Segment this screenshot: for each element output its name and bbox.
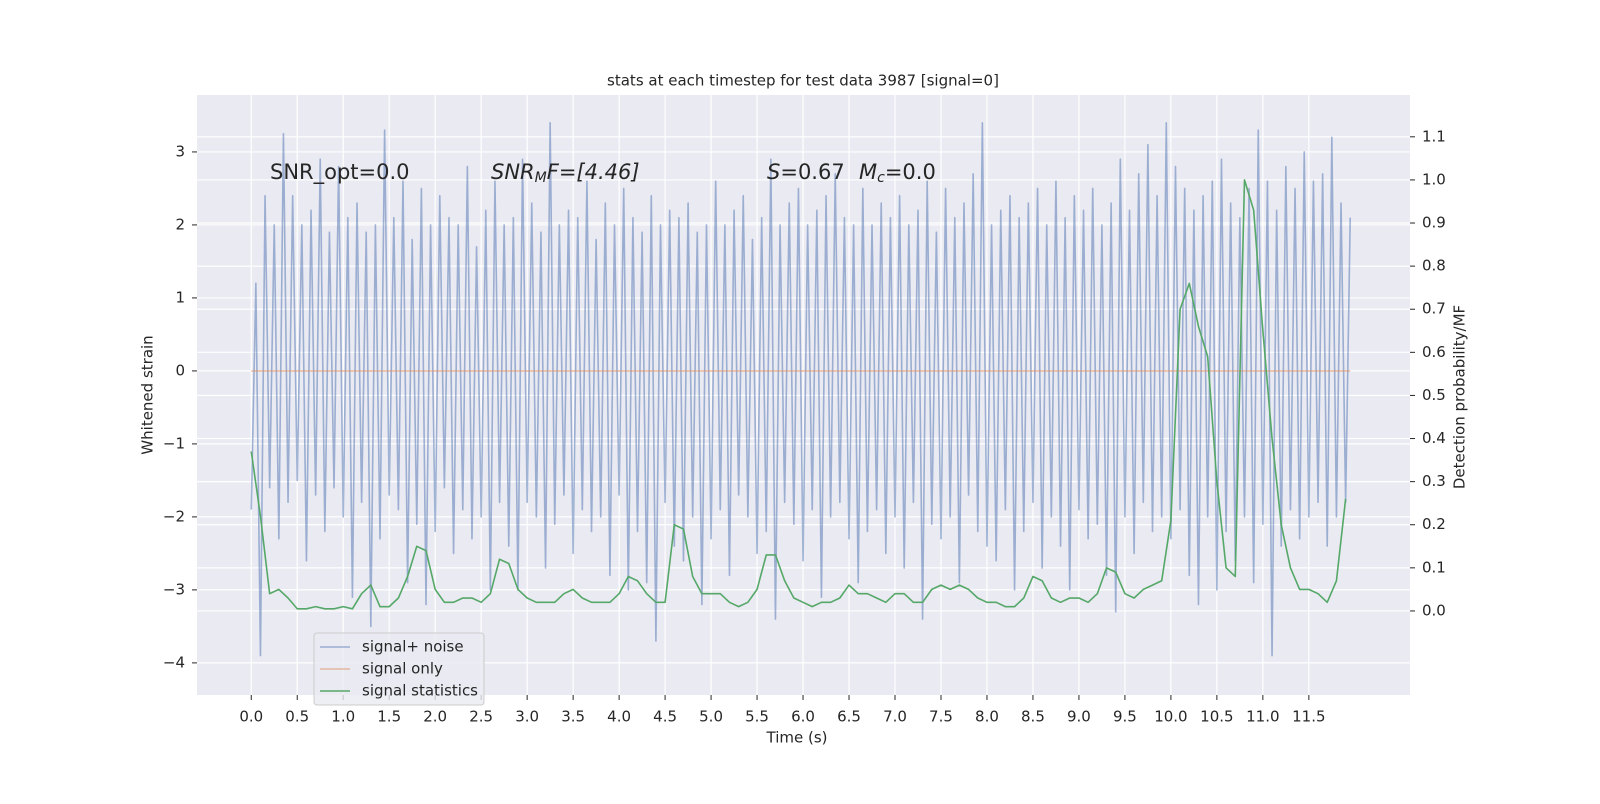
annotation-text: M (859, 160, 877, 184)
annotation: Mc=0.0 (859, 160, 936, 186)
chart-title: stats at each timestep for test data 398… (607, 72, 999, 90)
x-tick-label: 4.0 (607, 708, 631, 726)
x-tick-label: 9.0 (1067, 708, 1091, 726)
annotation-text: SNR_opt=0.0 (270, 160, 410, 185)
x-tick-label: 6.0 (791, 708, 815, 726)
legend: signal+ noise signal only signal statistic… (313, 632, 485, 706)
y2-tick-label: 1.0 (1422, 170, 1446, 188)
x-tick-label: 0.0 (239, 708, 263, 726)
y2-tick-label: 0.4 (1422, 429, 1446, 447)
series-group (250, 121, 1352, 657)
x-tick-label: 2.0 (423, 708, 447, 726)
y2-tick-label: 0.5 (1422, 386, 1446, 404)
annotation: SNRMF=[4.46] (491, 160, 640, 186)
annotation-subscript: c (877, 170, 885, 186)
y-tick-label: −4 (163, 653, 185, 671)
grid (192, 95, 1415, 700)
y2-tick-label: 1.1 (1422, 127, 1446, 145)
x-tick-label: 8.0 (975, 708, 999, 726)
x-tick-label: 7.0 (883, 708, 907, 726)
x-tick-label: 10.5 (1200, 708, 1233, 726)
legend-label: signal+ noise (362, 638, 464, 656)
y2-tick-label: 0.0 (1422, 601, 1446, 619)
x-tick-label: 7.5 (929, 708, 953, 726)
y-tick-label: 1 (175, 288, 185, 306)
x-tick-label: 5.0 (699, 708, 723, 726)
y2-tick-label: 0.6 (1422, 343, 1446, 361)
y2-tick-label: 0.3 (1422, 472, 1446, 490)
y-tick-label: 0 (175, 361, 185, 379)
y-tick-label: 2 (175, 215, 185, 233)
y-tick-label: 3 (175, 142, 185, 160)
x-tick-label: 3.5 (561, 708, 585, 726)
x-tick-label: 6.5 (837, 708, 861, 726)
annotation-text: =0.0 (885, 160, 936, 184)
annotation: SNR_opt=0.0 (270, 160, 410, 185)
legend-frame (313, 632, 485, 706)
y-axis-label: Whitened strain (139, 335, 157, 454)
y2-tick-label: 0.1 (1422, 558, 1446, 576)
annotation-text: =0.67 (780, 160, 844, 184)
legend-label: signal statistics (362, 682, 478, 700)
x-tick-label: 8.5 (1021, 708, 1045, 726)
annotation: S=0.67 (767, 160, 845, 184)
y2-tick-label: 0.2 (1422, 515, 1446, 533)
y2-axis-label: Detection probability/MF (1451, 305, 1469, 489)
annotation-text: S (767, 160, 780, 184)
x-tick-label: 9.5 (1113, 708, 1137, 726)
x-tick-label: 0.5 (285, 708, 309, 726)
annotation-subscript: M (535, 170, 547, 186)
y-tick-label: −1 (163, 434, 185, 452)
x-tick-label: 4.5 (653, 708, 677, 726)
y-tick-label: −3 (163, 580, 185, 598)
annotation-text: F=[4.46] (547, 160, 640, 184)
y-tick-label: −2 (163, 507, 185, 525)
legend-label: signal only (362, 660, 443, 678)
x-tick-label: 2.5 (469, 708, 493, 726)
x-tick-label: 1.0 (331, 708, 355, 726)
x-tick-label: 11.5 (1292, 708, 1325, 726)
x-tick-label: 5.5 (745, 708, 769, 726)
series-line (250, 179, 1347, 610)
annotation-text: SNR (491, 160, 535, 184)
x-tick-label: 1.5 (377, 708, 401, 726)
series-line (250, 121, 1352, 657)
x-axis-label: Time (s) (766, 729, 828, 747)
y2-tick-label: 0.9 (1422, 214, 1446, 232)
y2-tick-label: 0.8 (1422, 257, 1446, 275)
x-tick-label: 3.0 (515, 708, 539, 726)
x-tick-label: 11.0 (1246, 708, 1279, 726)
y2-tick-label: 0.7 (1422, 300, 1446, 318)
x-tick-label: 10.0 (1154, 708, 1187, 726)
